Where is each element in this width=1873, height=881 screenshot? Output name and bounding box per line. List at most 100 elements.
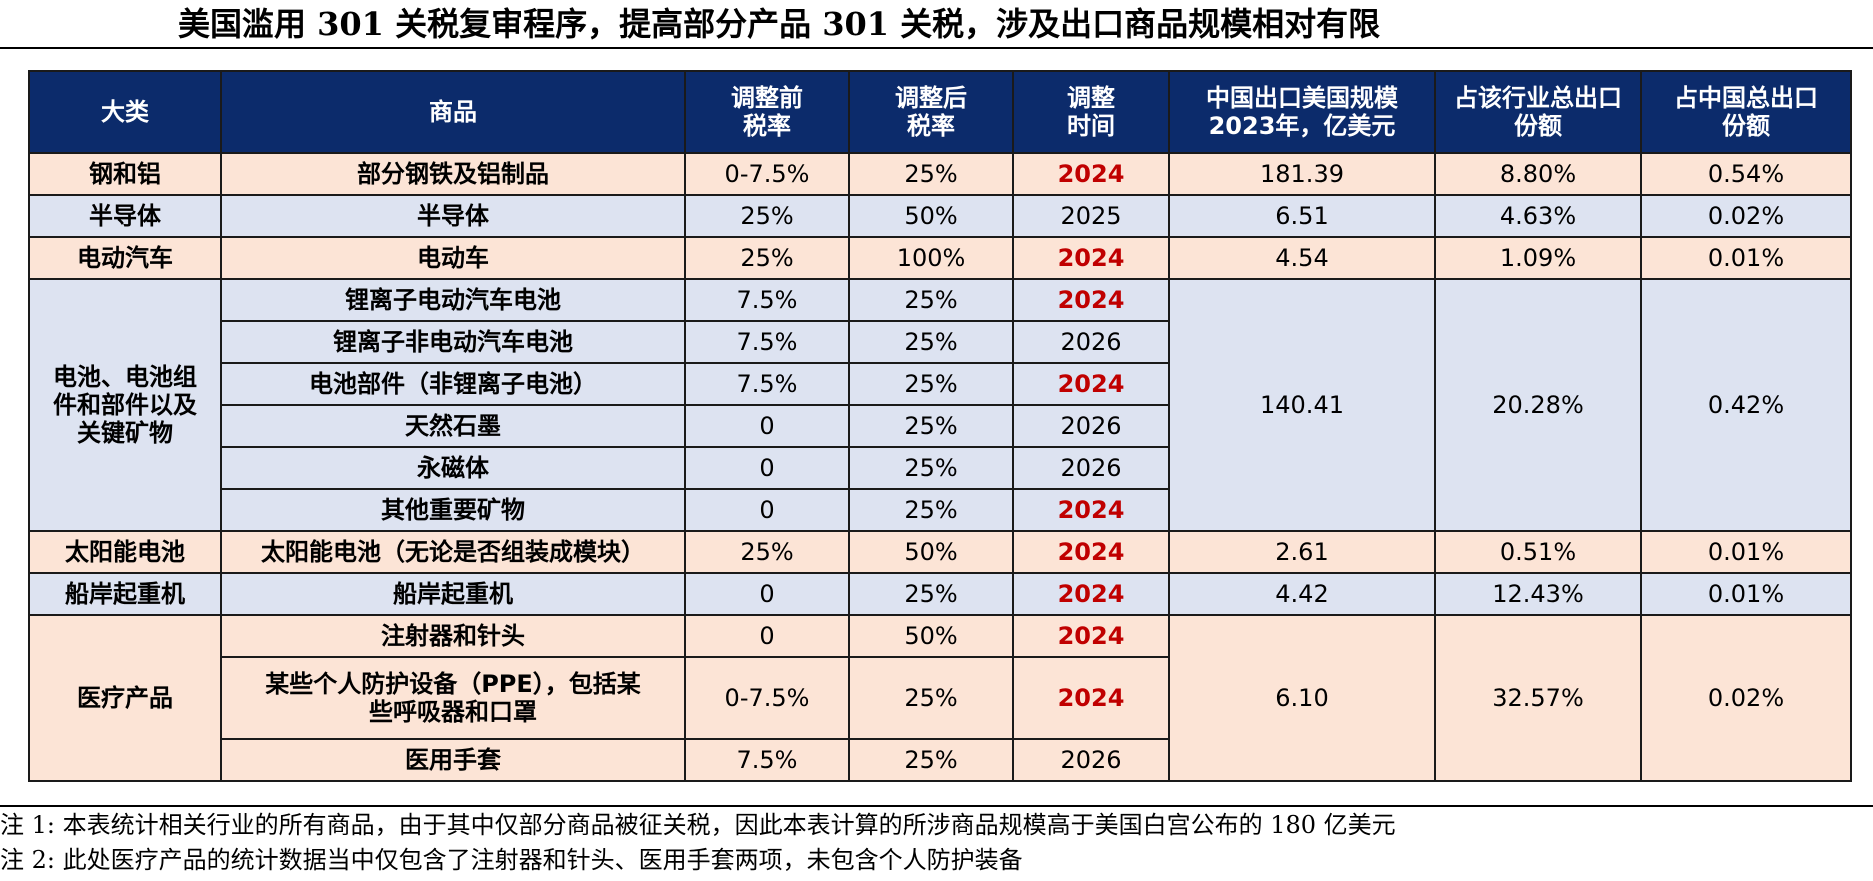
rate-after-cell: 25% bbox=[848, 152, 1014, 196]
export-cell: 4.54 bbox=[1168, 236, 1436, 280]
export-cell: 181.39 bbox=[1168, 152, 1436, 196]
industry-share-cell: 0.51% bbox=[1434, 530, 1642, 574]
title-divider bbox=[0, 47, 1873, 49]
rate-before-cell: 0 bbox=[684, 488, 850, 532]
notes-divider bbox=[0, 805, 1873, 807]
export-cell: 6.10 bbox=[1168, 614, 1436, 782]
header-export-scale: 中国出口美国规模 2023年，亿美元 bbox=[1168, 70, 1436, 154]
category-cell: 电动汽车 bbox=[28, 236, 222, 280]
china-share-cell: 0.01% bbox=[1640, 572, 1852, 616]
header-china-share: 占中国总出口 份额 bbox=[1640, 70, 1852, 154]
table-row: 某些个人防护设备（PPE），包括某 些呼吸器和口罩 0-7.5% 25% 2024 bbox=[29, 656, 1851, 740]
category-cell: 医疗产品 bbox=[28, 614, 222, 782]
rate-before-cell: 7.5% bbox=[684, 738, 850, 782]
product-cell: 永磁体 bbox=[220, 446, 686, 490]
table-row: 其他重要矿物 0 25% 2024 bbox=[29, 488, 1851, 532]
china-share-cell: 0.54% bbox=[1640, 152, 1852, 196]
product-cell: 某些个人防护设备（PPE），包括某 些呼吸器和口罩 bbox=[220, 656, 686, 740]
industry-share-cell: 12.43% bbox=[1434, 572, 1642, 616]
product-cell: 锂离子非电动汽车电池 bbox=[220, 320, 686, 364]
table-row: 永磁体 0 25% 2026 bbox=[29, 446, 1851, 490]
product-cell: 电动车 bbox=[220, 236, 686, 280]
rate-before-cell: 25% bbox=[684, 194, 850, 238]
year-cell: 2026 bbox=[1012, 404, 1170, 448]
table-row: 医疗产品 注射器和针头 0 50% 2024 6.10 32.57% 0.02% bbox=[28, 614, 1852, 782]
rate-after-cell: 25% bbox=[848, 404, 1014, 448]
year-cell: 2026 bbox=[1012, 446, 1170, 490]
year-cell: 2024 bbox=[1012, 152, 1170, 196]
table-header-row: 大类 商品 调整前 税率 调整后 税率 调整 时间 中国出口美国规模 2023年，亿美元… bbox=[28, 70, 1852, 154]
industry-share-cell: 20.28% bbox=[1434, 278, 1642, 532]
china-share-cell: 0.02% bbox=[1640, 194, 1852, 238]
table-row: 太阳能电池 太阳能电池（无论是否组装成模块） 25% 50% 2024 2.61… bbox=[28, 530, 1852, 574]
header-adjust-time: 调整 时间 bbox=[1012, 70, 1170, 154]
product-cell: 医用手套 bbox=[220, 738, 686, 782]
table-row: 天然石墨 0 25% 2026 bbox=[29, 404, 1851, 448]
table-row: 锂离子非电动汽车电池 7.5% 25% 2026 bbox=[29, 320, 1851, 364]
table-row: 船岸起重机 船岸起重机 0 25% 2024 4.42 12.43% 0.01% bbox=[28, 572, 1852, 616]
header-rate-after: 调整后 税率 bbox=[848, 70, 1014, 154]
rate-after-cell: 25% bbox=[848, 278, 1014, 322]
rate-before-cell: 0 bbox=[684, 614, 850, 658]
rate-after-cell: 25% bbox=[848, 572, 1014, 616]
rate-before-cell: 0 bbox=[684, 446, 850, 490]
product-cell: 半导体 bbox=[220, 194, 686, 238]
rate-after-cell: 25% bbox=[848, 488, 1014, 532]
export-cell: 4.42 bbox=[1168, 572, 1436, 616]
rate-before-cell: 0-7.5% bbox=[684, 656, 850, 740]
year-cell: 2024 bbox=[1012, 236, 1170, 280]
rate-after-cell: 50% bbox=[848, 530, 1014, 574]
year-cell: 2026 bbox=[1012, 738, 1170, 782]
product-cell: 注射器和针头 bbox=[220, 614, 686, 658]
rate-before-cell: 0-7.5% bbox=[684, 152, 850, 196]
year-cell: 2025 bbox=[1012, 194, 1170, 238]
footnote-2: 注 2: 此处医疗产品的统计数据当中仅包含了注射器和针头、医用手套两项，未包含个… bbox=[0, 846, 1023, 874]
china-share-cell: 0.01% bbox=[1640, 236, 1852, 280]
header-rate-before: 调整前 税率 bbox=[684, 70, 850, 154]
product-cell: 电池部件（非锂离子电池） bbox=[220, 362, 686, 406]
year-cell: 2024 bbox=[1012, 362, 1170, 406]
category-cell: 电池、电池组 件和部件以及 关键矿物 bbox=[28, 278, 222, 532]
category-cell: 船岸起重机 bbox=[28, 572, 222, 616]
product-cell: 其他重要矿物 bbox=[220, 488, 686, 532]
table-row: 半导体 半导体 25% 50% 2025 6.51 4.63% 0.02% bbox=[28, 194, 1852, 238]
category-cell: 太阳能电池 bbox=[28, 530, 222, 574]
rate-after-cell: 50% bbox=[848, 194, 1014, 238]
rate-after-cell: 25% bbox=[848, 738, 1014, 782]
rate-before-cell: 7.5% bbox=[684, 320, 850, 364]
page-title: 美国滥用 301 关税复审程序，提高部分产品 301 关税，涉及出口商品规模相对… bbox=[0, 0, 1873, 48]
rate-after-cell: 25% bbox=[848, 446, 1014, 490]
rate-after-cell: 25% bbox=[848, 656, 1014, 740]
industry-share-cell: 1.09% bbox=[1434, 236, 1642, 280]
product-cell: 天然石墨 bbox=[220, 404, 686, 448]
export-cell: 6.51 bbox=[1168, 194, 1436, 238]
rate-before-cell: 25% bbox=[684, 530, 850, 574]
year-cell: 2024 bbox=[1012, 572, 1170, 616]
page-title-text: 美国滥用 301 关税复审程序，提高部分产品 301 关税，涉及出口商品规模相对… bbox=[178, 5, 1381, 43]
rate-after-cell: 25% bbox=[848, 362, 1014, 406]
year-cell: 2024 bbox=[1012, 614, 1170, 658]
export-cell: 140.41 bbox=[1168, 278, 1436, 532]
rate-after-cell: 100% bbox=[848, 236, 1014, 280]
year-cell: 2024 bbox=[1012, 656, 1170, 740]
product-cell: 锂离子电动汽车电池 bbox=[220, 278, 686, 322]
china-share-cell: 0.42% bbox=[1640, 278, 1852, 532]
rate-before-cell: 0 bbox=[684, 404, 850, 448]
year-cell: 2024 bbox=[1012, 530, 1170, 574]
china-share-cell: 0.01% bbox=[1640, 530, 1852, 574]
table-row: 电动汽车 电动车 25% 100% 2024 4.54 1.09% 0.01% bbox=[28, 236, 1852, 280]
tariff-table: 大类 商品 调整前 税率 调整后 税率 调整 时间 中国出口美国规模 2023年，亿美元… bbox=[28, 70, 1852, 782]
category-cell: 钢和铝 bbox=[28, 152, 222, 196]
export-cell: 2.61 bbox=[1168, 530, 1436, 574]
product-cell: 太阳能电池（无论是否组装成模块） bbox=[220, 530, 686, 574]
china-share-cell: 0.02% bbox=[1640, 614, 1852, 782]
rate-after-cell: 25% bbox=[848, 320, 1014, 364]
industry-share-cell: 8.80% bbox=[1434, 152, 1642, 196]
product-cell: 船岸起重机 bbox=[220, 572, 686, 616]
year-cell: 2024 bbox=[1012, 488, 1170, 532]
table-row: 医用手套 7.5% 25% 2026 bbox=[29, 738, 1851, 782]
table-row: 电池、电池组 件和部件以及 关键矿物 锂离子电动汽车电池 7.5% 25% 2024… bbox=[28, 278, 1852, 532]
footnote-1: 注 1: 本表统计相关行业的所有商品，由于其中仅部分商品被征关税，因此本表计算的… bbox=[0, 811, 1396, 839]
category-cell: 半导体 bbox=[28, 194, 222, 238]
rate-before-cell: 7.5% bbox=[684, 278, 850, 322]
